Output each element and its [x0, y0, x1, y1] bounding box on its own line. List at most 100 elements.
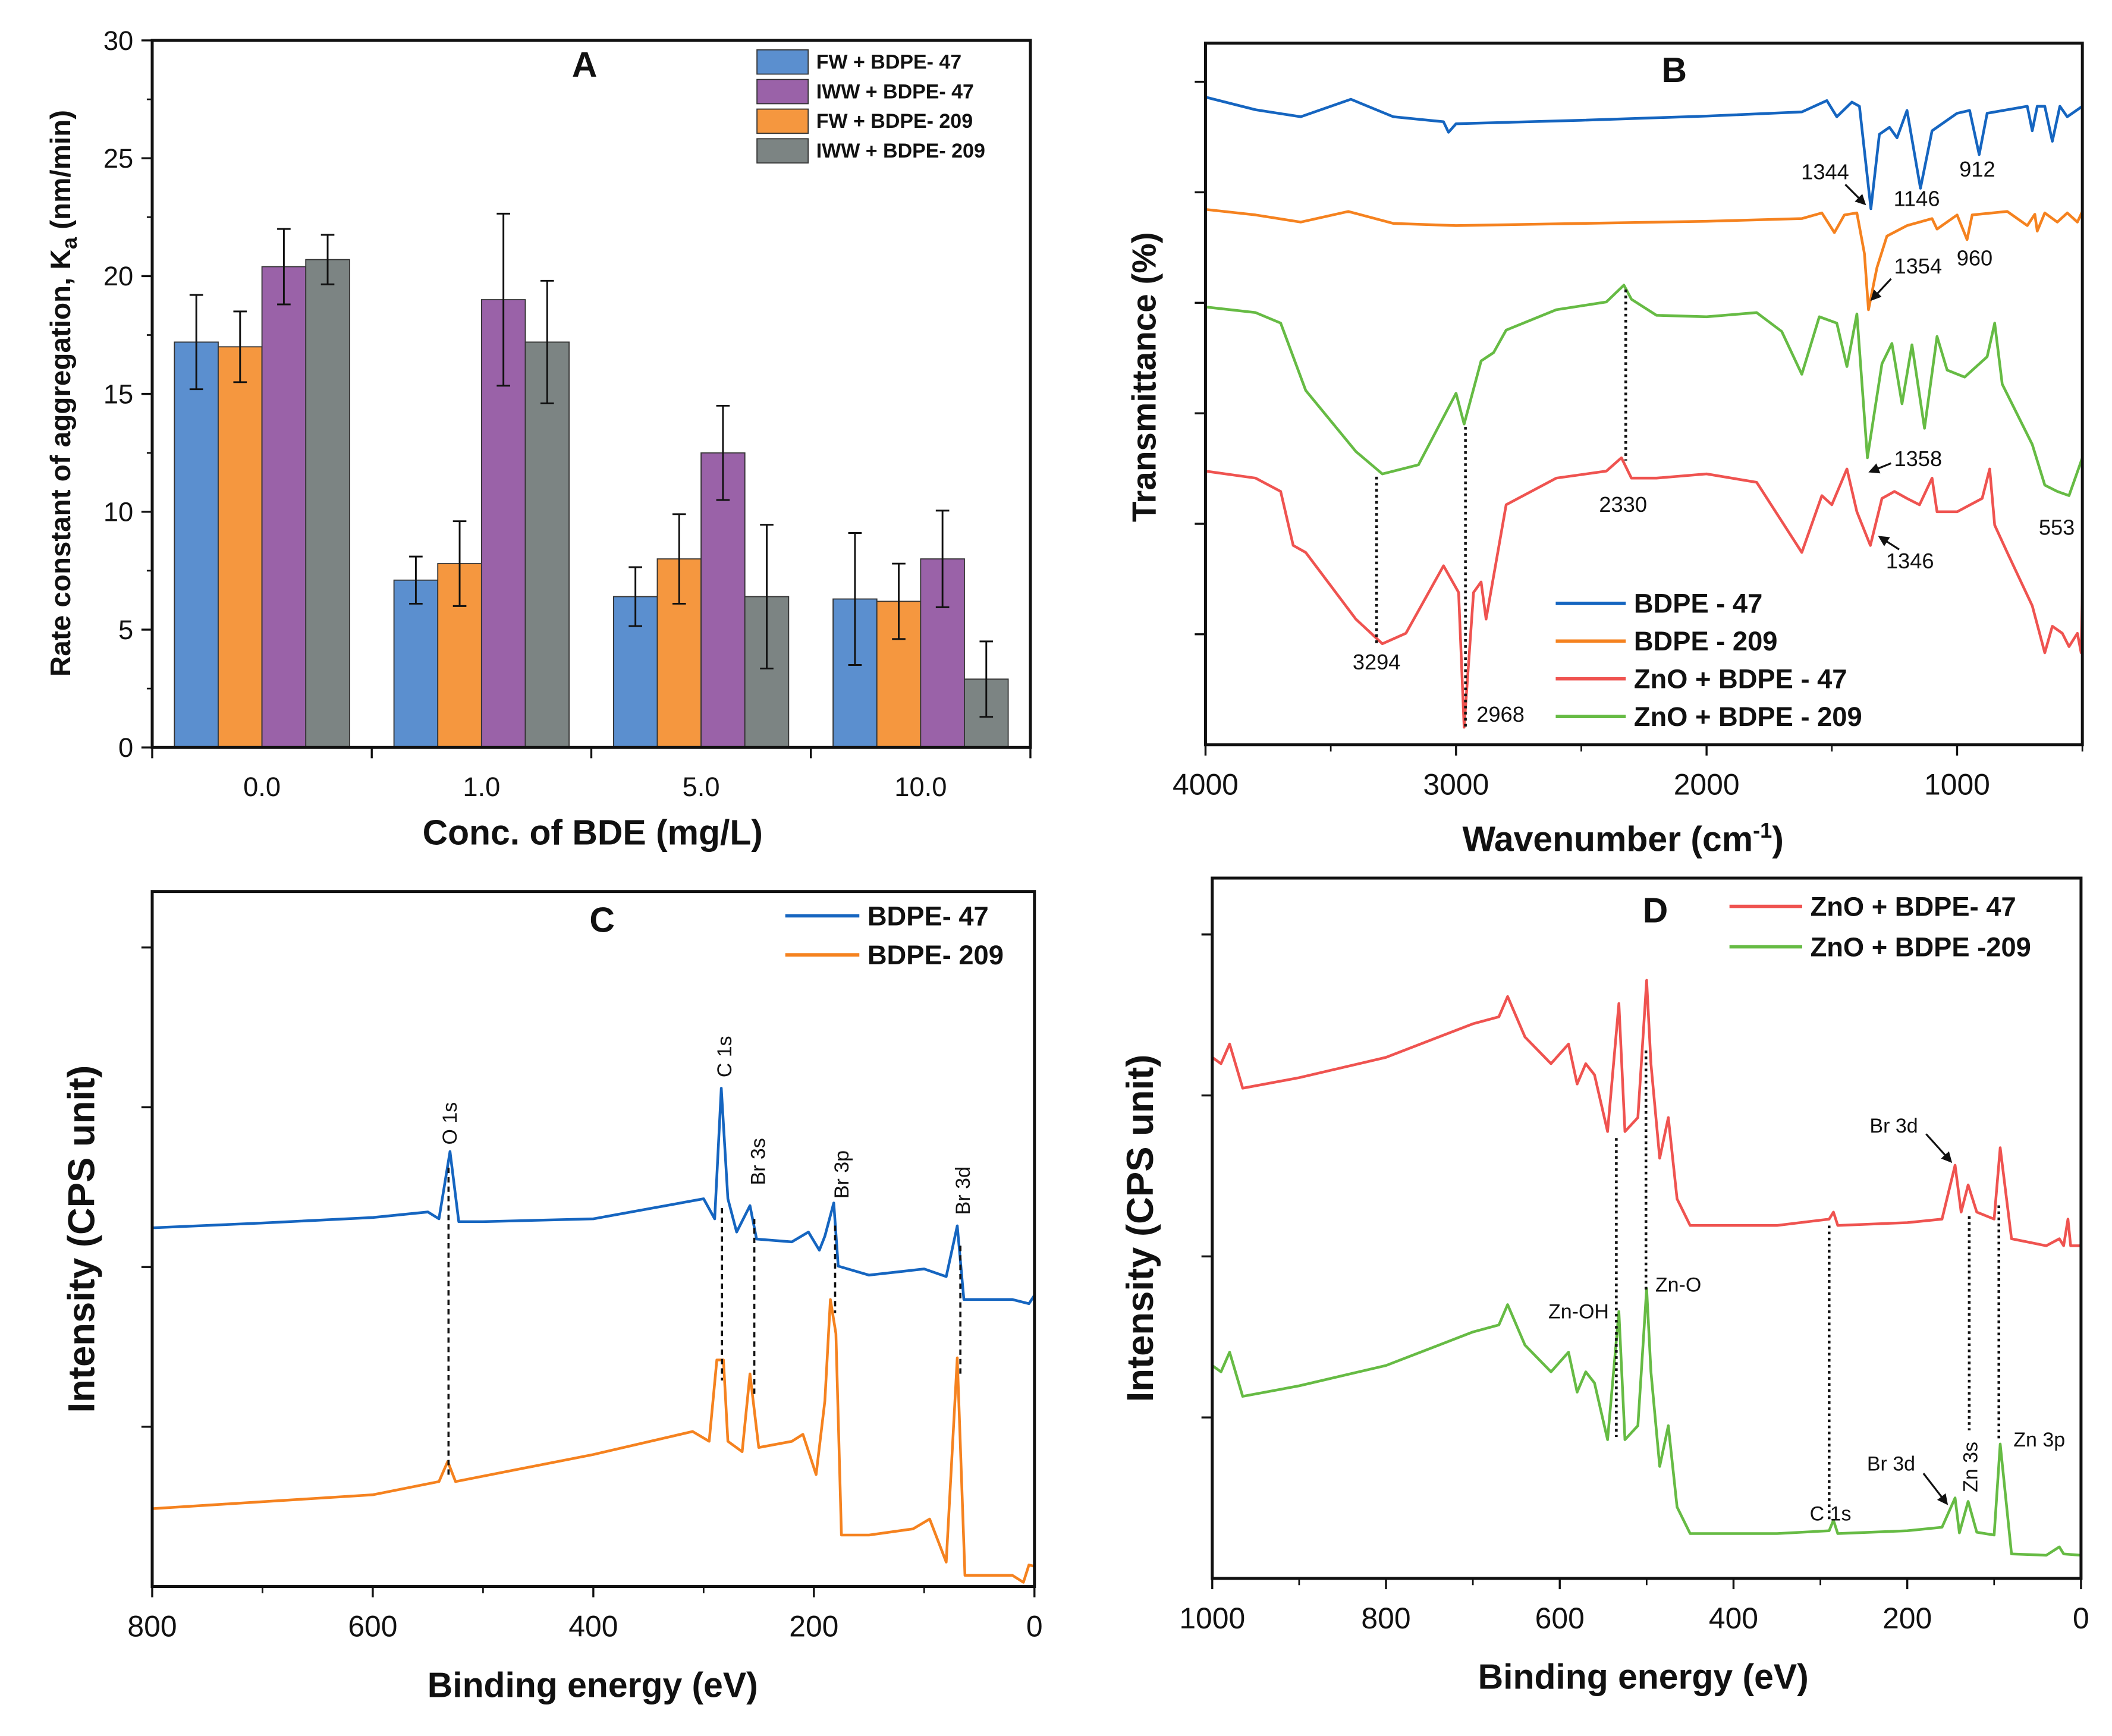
peak-label: Zn-OH — [1548, 1301, 1609, 1323]
x-axis-title-suffix: ) — [1772, 820, 1784, 859]
legend-swatch — [756, 138, 809, 164]
x-tick-label: 600 — [348, 1609, 397, 1643]
series-line-0 — [1205, 96, 2083, 210]
legend-label: ZnO + BDPE- 47 — [1811, 891, 2016, 922]
x-tick-label: 600 — [1535, 1602, 1585, 1635]
panel-d-xps-chart: 1000 800 600 400 200 0 D Br 3d Zn-OH Zn-O C 1… — [1120, 876, 2089, 1697]
legend-swatch — [756, 108, 809, 134]
axes: 4000 3000 2000 1000 — [1173, 42, 2084, 801]
series-line-0 — [1211, 979, 2081, 1247]
peak-label: C 1s — [714, 1036, 736, 1077]
y-tick-label: 5 — [118, 615, 133, 645]
x-axis-title: Conc. of BDE (mg/L) — [423, 813, 763, 852]
panel-letter-a: A — [572, 46, 598, 84]
legend: BDPE - 47 BDPE - 209 ZnO + BDPE - 47 ZnO + … — [1555, 589, 1862, 732]
peak-label: 2330 — [1599, 492, 1647, 517]
legend-label: ZnO + BDPE - 209 — [1634, 702, 1862, 732]
legend: ZnO + BDPE- 47 ZnO + BDPE -209 — [1729, 891, 2031, 962]
legend-label: BDPE - 47 — [1634, 589, 1762, 619]
legend-label: BDPE- 209 — [868, 940, 1004, 970]
annotations: Br 3d Zn-OH Zn-O C 1s Br 3d Zn 3s Zn 3p — [1548, 1050, 2065, 1526]
x-axis-title: Wavenumber (cm-1) — [1462, 818, 1783, 859]
peak-label: 1354 — [1894, 254, 1942, 278]
bar — [218, 346, 263, 749]
peak-label: Zn-O — [1655, 1273, 1701, 1296]
peak-label: Br 3p — [831, 1150, 853, 1199]
legend-label: BDPE - 209 — [1634, 626, 1778, 656]
y-tick-label: 10 — [103, 497, 133, 527]
series-line-3 — [1205, 284, 2084, 497]
bar — [393, 579, 439, 749]
x-tick-label: 0 — [1026, 1609, 1043, 1643]
x-tick-label: 0.0 — [243, 772, 281, 802]
peak-label: Br 3d — [952, 1166, 975, 1215]
x-tick-label: 1000 — [1924, 768, 1990, 801]
peak-label: Zn 3s — [1959, 1442, 1982, 1492]
arrow-icon — [1844, 184, 1866, 206]
arrow-icon — [1868, 462, 1892, 474]
panel-b-ftir-chart: 4000 3000 2000 1000 B 1344 1146 912 1354 96… — [1126, 42, 2084, 859]
x-tick-label: 2000 — [1674, 768, 1740, 801]
peak-label: 1146 — [1894, 187, 1940, 211]
peak-label: 1346 — [1886, 549, 1934, 573]
series-marks — [1205, 96, 2084, 729]
axes: 0.0 1.0 5.0 10.0 0 5 10 15 20 25 30 — [103, 26, 1032, 802]
x-axis-title-sup: -1 — [1753, 818, 1772, 842]
plot-frame — [1203, 42, 2084, 747]
panel-letter-d: D — [1643, 892, 1668, 930]
x-tick-label: 3000 — [1423, 768, 1489, 801]
y-axis-title: Rate constant of aggregation, Ka (nm/min… — [45, 110, 81, 677]
panel-a-bar-chart: 0.0 1.0 5.0 10.0 0 5 10 15 20 25 30 A FW + BDPE- 4… — [45, 26, 1032, 852]
legend: BDPE- 47 BDPE- 209 — [785, 901, 1004, 970]
legend-label: IWW + BDPE- 47 — [816, 80, 974, 103]
y-axis-title-sub: a — [57, 237, 81, 249]
series-line-2 — [1205, 456, 2084, 729]
x-tick-label: 200 — [1882, 1602, 1932, 1635]
y-axis-title-suffix: (nm/min) — [45, 110, 77, 237]
legend: FW + BDPE- 47 IWW + BDPE- 47 FW + BDPE- 20… — [756, 49, 985, 164]
y-tick-label: 0 — [118, 732, 133, 763]
x-tick-label: 800 — [1361, 1602, 1410, 1635]
x-tick-label: 1.0 — [463, 772, 500, 802]
x-tick-label: 5.0 — [683, 772, 720, 802]
peak-label: 960 — [1957, 246, 1992, 270]
x-axis-title: Binding energy (eV) — [1478, 1658, 1809, 1697]
y-axis-title: Intensity (CPS unit) — [61, 1065, 103, 1413]
y-tick-label: 30 — [103, 26, 133, 56]
legend-label: FW + BDPE- 47 — [816, 51, 961, 74]
x-tick-label: 10.0 — [894, 772, 947, 802]
peak-label: 912 — [1959, 157, 1995, 181]
annotations: O 1s C 1s Br 3s Br 3p Br 3d — [439, 1036, 975, 1479]
peak-label: 1344 — [1801, 159, 1849, 184]
arrow-icon — [1878, 536, 1900, 551]
peak-label: 1358 — [1894, 446, 1942, 471]
series-line-1 — [1211, 1287, 2082, 1557]
y-axis-title: Intensity (CPS unit) — [1120, 1055, 1161, 1402]
x-tick-label: 400 — [1709, 1602, 1758, 1635]
x-tick-label: 1000 — [1179, 1602, 1245, 1635]
legend-swatch — [756, 49, 809, 75]
x-tick-label: 400 — [568, 1609, 618, 1643]
series-line-0 — [152, 1087, 1036, 1306]
peak-label: 553 — [2039, 515, 2075, 539]
peak-label: Br 3d — [1867, 1453, 1915, 1476]
series-marks — [1211, 979, 2082, 1557]
y-tick-label: 25 — [103, 143, 133, 174]
y-tick-label: 20 — [103, 261, 133, 291]
peak-label: Br 3d — [1869, 1115, 1918, 1137]
x-tick-label: 4000 — [1173, 768, 1239, 801]
series-line-1 — [152, 1298, 1035, 1584]
bar-marks — [174, 212, 1009, 749]
peak-label: O 1s — [439, 1102, 461, 1145]
peak-label: C 1s — [1810, 1503, 1852, 1526]
series-marks — [152, 1087, 1036, 1584]
legend-label: ZnO + BDPE - 47 — [1634, 664, 1847, 694]
arrow-icon — [1925, 1133, 1953, 1163]
bar — [305, 259, 350, 749]
y-tick-label: 15 — [103, 379, 133, 409]
x-axis-title-main: Wavenumber (cm — [1462, 820, 1753, 859]
arrow-icon — [1870, 278, 1892, 301]
arrow-icon — [1922, 1473, 1948, 1505]
series-line-1 — [1205, 208, 2084, 312]
